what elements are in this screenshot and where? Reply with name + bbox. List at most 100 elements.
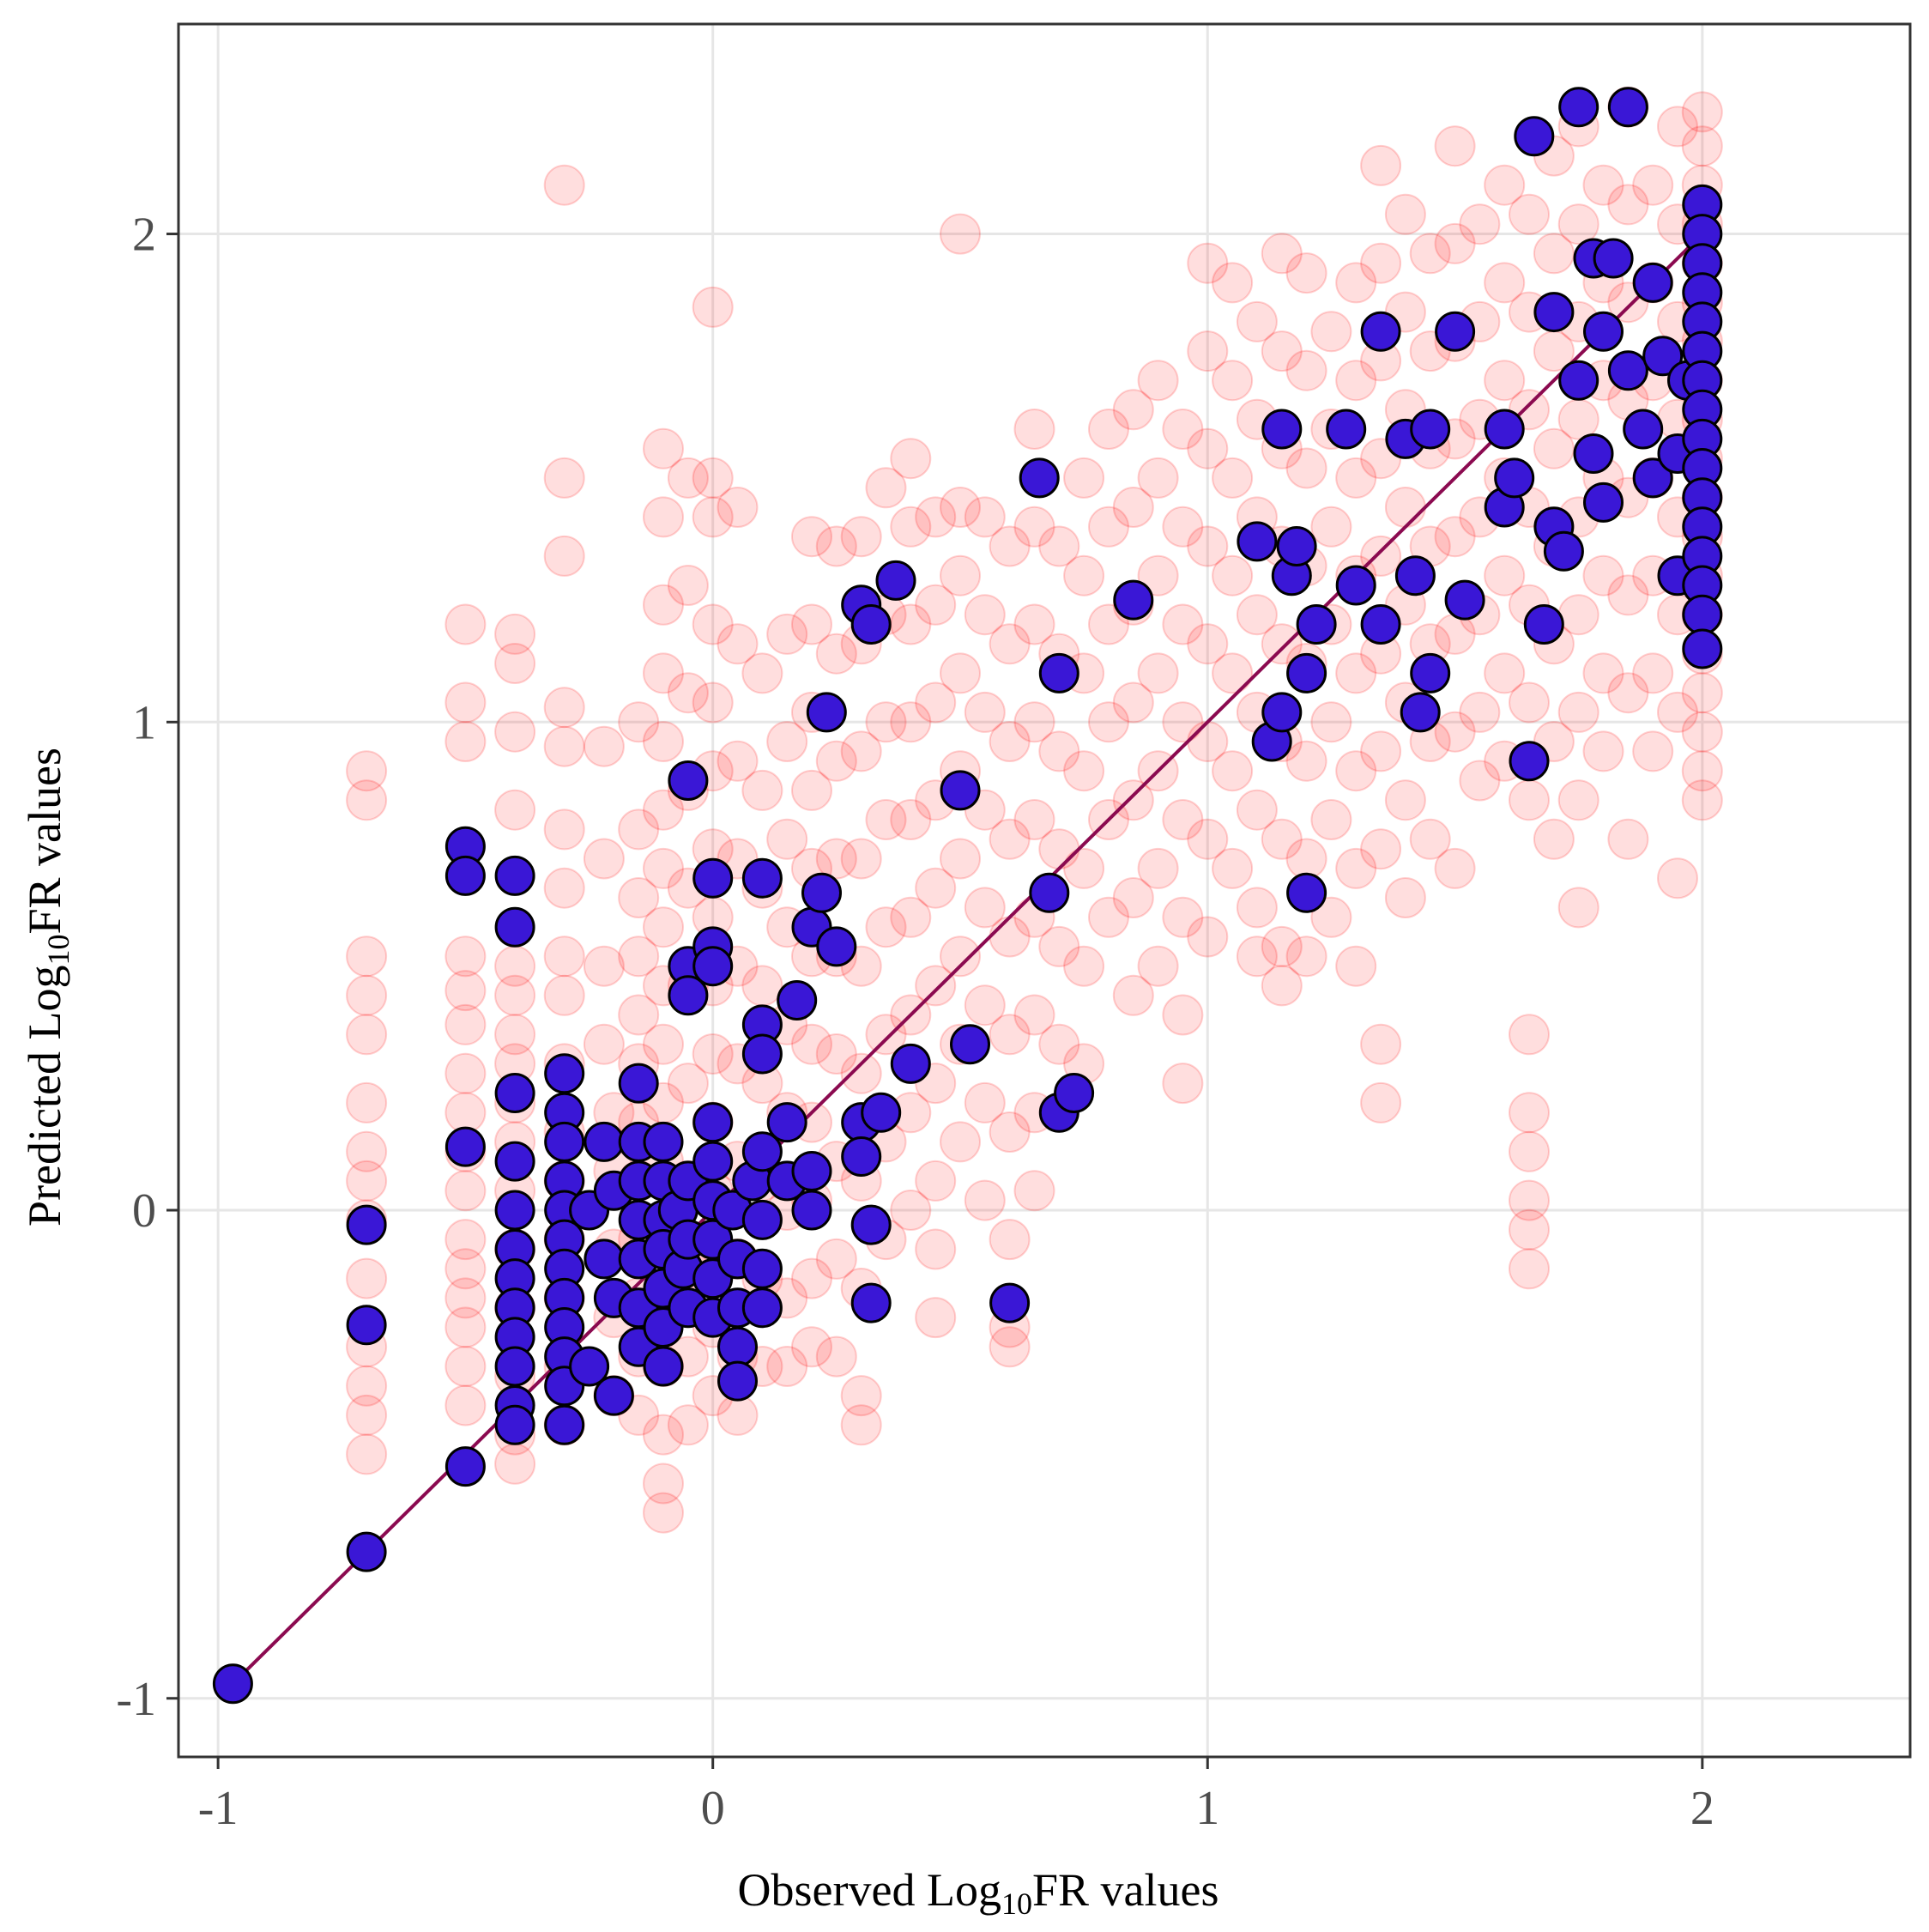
test-point — [1494, 457, 1535, 499]
test-point — [444, 1446, 486, 1487]
axis-ticks: -1 0 1 2 -1 0 1 2 — [116, 209, 1714, 1835]
training-point — [815, 1033, 857, 1075]
training-point — [741, 965, 783, 1007]
training-point — [543, 974, 585, 1016]
training-point — [1533, 233, 1575, 275]
training-point — [940, 213, 981, 255]
training-point — [1607, 672, 1649, 714]
test-point — [766, 1102, 807, 1143]
test-point — [1682, 628, 1723, 669]
training-point — [494, 1014, 536, 1056]
training-point — [964, 594, 1006, 636]
training-point — [1434, 222, 1476, 264]
test-point — [212, 1663, 253, 1705]
test-point — [544, 1121, 585, 1162]
training-point — [1187, 427, 1229, 469]
training-point — [1112, 681, 1154, 724]
training-point — [815, 525, 857, 567]
training-point — [1509, 681, 1550, 724]
training-point — [1063, 457, 1105, 499]
x-axis-title: Observed Log10FR values — [738, 1864, 1219, 1921]
training-point — [543, 867, 585, 909]
training-point — [989, 525, 1031, 567]
training-point — [444, 1170, 487, 1212]
training-point — [1434, 711, 1476, 753]
test-point — [346, 1531, 387, 1572]
training-point — [1360, 144, 1402, 186]
test-point — [618, 1063, 659, 1104]
test-point — [741, 1131, 783, 1172]
training-point — [1607, 184, 1649, 226]
training-point — [1384, 779, 1426, 821]
training-point — [692, 1033, 734, 1075]
training-point — [1557, 203, 1599, 245]
training-point — [1582, 652, 1624, 694]
training-point — [1509, 1130, 1550, 1172]
test-point — [1523, 604, 1564, 645]
test-point — [1533, 292, 1575, 333]
y-axis-title: Predicted Log10FR values — [19, 748, 76, 1226]
training-point — [1162, 1063, 1204, 1105]
training-point — [444, 603, 487, 645]
test-point — [1286, 652, 1327, 693]
test-point — [1593, 238, 1634, 279]
training-point — [1013, 409, 1055, 450]
training-point — [1409, 233, 1451, 275]
training-point — [915, 1160, 957, 1202]
test-point — [494, 1404, 535, 1445]
test-point — [1335, 565, 1376, 606]
training-point — [915, 965, 957, 1007]
training-point — [1360, 242, 1402, 284]
training-point — [543, 457, 585, 499]
training-point — [1681, 91, 1723, 133]
test-point — [841, 1136, 882, 1177]
test-point — [1558, 360, 1599, 401]
test-point — [1054, 1073, 1095, 1113]
test-point — [1607, 87, 1648, 128]
training-point — [1360, 1081, 1402, 1123]
training-point — [346, 1394, 388, 1436]
training-point — [1038, 925, 1080, 967]
training-point — [1162, 506, 1204, 548]
training-point — [865, 701, 907, 743]
training-point — [1063, 847, 1105, 889]
training-point — [1088, 701, 1129, 743]
training-point — [964, 1081, 1006, 1123]
training-point — [1557, 691, 1599, 733]
training-point — [1261, 233, 1303, 275]
training-point — [494, 711, 536, 753]
training-point — [1162, 994, 1204, 1036]
test-point — [1682, 594, 1723, 635]
test-point — [850, 604, 892, 645]
training-point — [865, 1014, 907, 1056]
training-point — [964, 887, 1006, 929]
training-point — [1261, 965, 1303, 1007]
training-point — [1236, 789, 1278, 831]
training-point — [1112, 779, 1154, 821]
training-point — [1063, 750, 1105, 792]
training-point — [643, 1414, 684, 1456]
training-point — [346, 974, 388, 1016]
training-point — [791, 516, 832, 558]
training-point — [1509, 1014, 1550, 1056]
training-point — [643, 427, 684, 469]
training-point — [717, 487, 759, 528]
training-point — [915, 1228, 957, 1270]
training-point — [494, 1443, 536, 1485]
training-point — [1013, 603, 1055, 645]
test-point — [593, 1375, 634, 1416]
test-point — [692, 946, 734, 987]
training-point — [791, 769, 832, 811]
training-point — [766, 721, 808, 762]
training-point — [1285, 838, 1327, 880]
training-point — [1484, 360, 1526, 402]
training-point — [1187, 818, 1229, 860]
test-point — [494, 1190, 535, 1231]
training-point — [840, 730, 882, 772]
training-point — [1088, 506, 1129, 548]
test-point — [1038, 652, 1079, 693]
training-point — [643, 721, 684, 762]
test-point — [717, 1326, 758, 1367]
training-point — [346, 1014, 388, 1056]
